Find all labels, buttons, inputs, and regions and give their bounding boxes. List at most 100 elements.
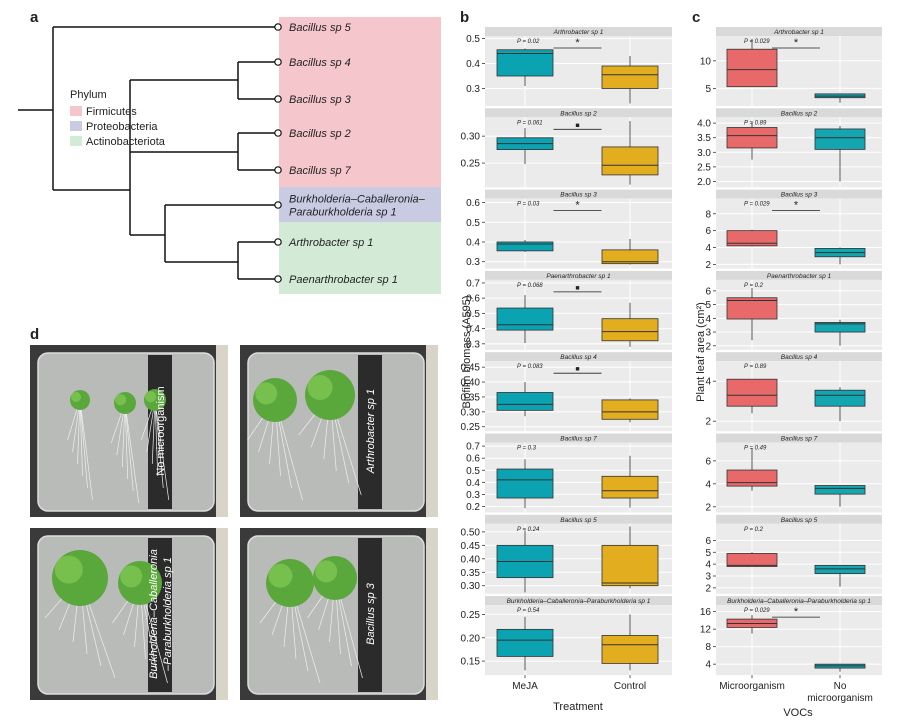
strip-title: Paenarthrobacter sp 1	[546, 273, 611, 280]
strip	[485, 108, 672, 118]
leaf-node	[274, 58, 282, 66]
strip-title: Bacillus sp 3	[781, 192, 818, 199]
y-tick-label: 0.6	[466, 198, 480, 209]
panel-label: d	[30, 326, 39, 343]
strip-title: Burkholderia–Caballeronia–Paraburkholder…	[727, 598, 871, 605]
box	[726, 469, 778, 487]
sig-marker: ■	[575, 285, 579, 292]
strip	[716, 433, 882, 443]
y-tick-label: 4	[705, 560, 711, 571]
y-tick-label: 0.7	[466, 442, 480, 453]
plant-leaf	[71, 392, 81, 402]
legend-swatch	[70, 136, 82, 146]
y-tick-label: 0.30	[461, 132, 481, 143]
box	[601, 544, 659, 587]
y-tick-label: 0.40	[461, 554, 481, 565]
y-tick-label: 4	[705, 660, 711, 671]
y-tick-label: 8	[705, 642, 711, 653]
y-tick-label: 0.3	[466, 257, 480, 268]
p-value: P = 0.54	[517, 608, 540, 614]
box	[496, 241, 554, 252]
strip	[485, 514, 672, 524]
y-tick-label: 5	[705, 548, 711, 559]
root	[124, 402, 129, 480]
box	[814, 128, 866, 150]
panel-label: a	[30, 9, 39, 26]
proteobacteria-block	[279, 187, 441, 222]
box	[726, 553, 778, 567]
legend-title: Phylum	[70, 89, 107, 101]
p-value: P = 0.029	[744, 202, 770, 208]
photos: No microorganism Arthrobacter sp 1 Burkhol…	[30, 345, 438, 700]
strip	[716, 596, 882, 606]
leaf-node	[274, 166, 282, 174]
leaf-label: Paraburkholderia sp 1	[289, 207, 397, 219]
box	[814, 389, 866, 407]
sig-marker: ■	[575, 122, 579, 129]
strip	[716, 352, 882, 362]
x-tick-label: Control	[614, 681, 646, 692]
firmicutes-block	[279, 17, 441, 187]
y-tick-label: 0.35	[461, 392, 481, 403]
leaf-node	[274, 129, 282, 137]
panel-label: c	[692, 9, 700, 26]
y-tick-label: 0.25	[461, 422, 481, 433]
strip-title: Bacillus sp 5	[781, 517, 818, 524]
strip-title: Burkholderia–Caballeronia–Paraburkholder…	[507, 598, 651, 605]
y-tick-label: 0.20	[461, 633, 481, 644]
y-tick-label: 0.5	[466, 466, 480, 477]
p-value: P = 0.89	[744, 120, 767, 126]
y-tick-label: 0.5	[466, 218, 480, 229]
p-value: P = 0.3	[517, 446, 537, 452]
strip	[716, 27, 882, 36]
box	[496, 392, 554, 411]
root	[79, 399, 93, 501]
root	[124, 402, 134, 492]
p-value: P = 0.49	[744, 446, 767, 452]
y-axis-title: Plant leaf area (cm²)	[695, 302, 707, 402]
box	[496, 628, 554, 657]
y-tick-label: 0.6	[466, 454, 480, 465]
box	[601, 249, 659, 265]
box	[601, 635, 659, 664]
p-value: P = 0.068	[517, 283, 543, 289]
y-tick-label: 2	[705, 583, 711, 594]
y-tick-label: 2	[705, 502, 711, 513]
leaf-node	[274, 95, 282, 103]
photo-label: Burkholderia–Caballeronia	[148, 549, 160, 679]
y-tick-label: 6	[705, 286, 711, 297]
x-axis-title: Treatment	[553, 701, 603, 713]
leaf-label: Arthrobacter sp 1	[288, 237, 373, 249]
strip-title: Bacillus sp 2	[781, 110, 818, 117]
strip-title: Bacillus sp 7	[781, 436, 818, 443]
y-tick-label: 0.25	[461, 610, 481, 621]
y-tick-label: 0.25	[461, 159, 481, 170]
box	[601, 318, 659, 342]
plant-leaf	[145, 391, 157, 403]
y-tick-label: 5	[705, 84, 711, 95]
sig-marker: *	[575, 37, 580, 49]
divider	[148, 538, 172, 692]
x-tick-label: Microorganism	[719, 681, 785, 692]
leaf-label: Bacillus sp 4	[289, 57, 351, 69]
leaf-label: Bacillus sp 3	[289, 94, 352, 106]
y-tick-label: 3.5	[697, 133, 711, 144]
p-value: P = 0.03	[517, 202, 540, 208]
y-tick-label: 3	[705, 572, 711, 583]
y-tick-label: 4	[705, 479, 711, 490]
leaf-node	[274, 23, 282, 31]
photo-label: No microorganism	[155, 386, 167, 475]
sig-marker: *	[794, 606, 799, 618]
box	[496, 307, 554, 331]
y-tick-label: 4	[705, 243, 711, 254]
box	[726, 297, 778, 320]
box	[496, 468, 554, 499]
x-tick-label: No	[834, 681, 847, 692]
strip	[485, 433, 672, 443]
box	[726, 230, 778, 247]
y-tick-label: 10	[700, 56, 712, 67]
root	[79, 399, 83, 477]
box	[496, 49, 554, 77]
p-value: P = 0.2	[744, 527, 764, 533]
